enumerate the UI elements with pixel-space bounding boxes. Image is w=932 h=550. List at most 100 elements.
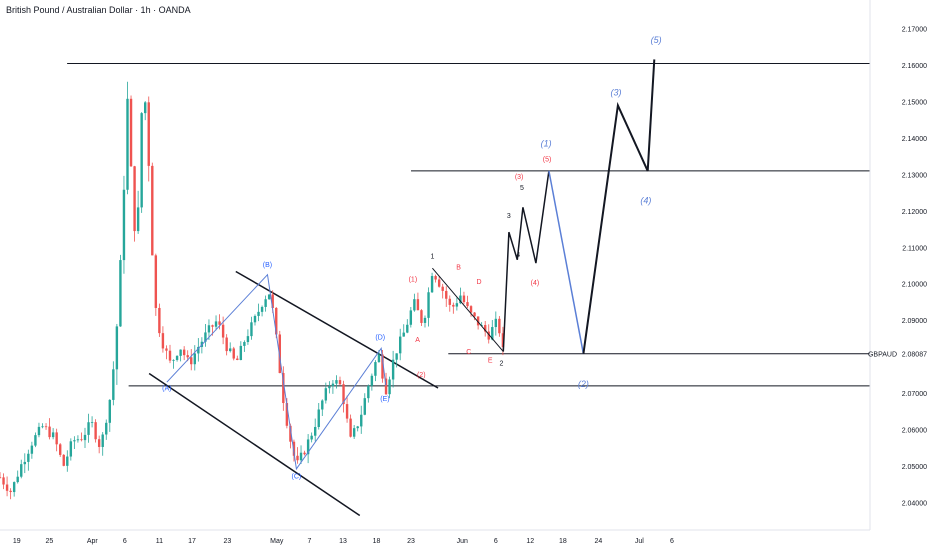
wave-label: (4): [531, 280, 540, 287]
candle-body: [296, 455, 299, 461]
candle-body: [388, 379, 391, 395]
candle-body: [94, 422, 97, 440]
candle-body: [73, 440, 76, 442]
candle-body: [83, 434, 87, 441]
candle-body: [27, 453, 30, 462]
price-tick-label: 2.09000: [902, 318, 927, 325]
candles: [0, 81, 505, 500]
time-tick-label: 23: [224, 538, 232, 545]
candle-body: [80, 439, 83, 441]
candle-body: [409, 310, 413, 325]
candle-body: [239, 345, 243, 360]
price-tick-label: 2.10000: [902, 282, 927, 289]
candle-body: [278, 334, 281, 374]
candle-body: [232, 348, 235, 359]
candle-body: [363, 398, 366, 415]
price-tick-label: 2.15000: [902, 100, 927, 107]
candle-body: [55, 432, 58, 445]
candle-body: [455, 303, 459, 307]
candle-body: [37, 426, 41, 436]
wave-label: E: [488, 358, 493, 365]
candle-body: [172, 359, 175, 361]
wave-label: (5): [543, 156, 552, 163]
wave-label: C: [466, 349, 471, 356]
candle-body: [5, 484, 9, 491]
candle-body: [23, 461, 26, 465]
candle-body: [250, 322, 253, 337]
price-tick-label: 2.05000: [902, 464, 927, 471]
candle-body: [112, 369, 115, 400]
time-tick-label: 6: [670, 538, 674, 545]
wave-label: (E): [380, 396, 389, 403]
time-tick-label: 25: [45, 538, 53, 545]
wave-label: D: [477, 279, 482, 286]
candle-body: [257, 311, 260, 316]
candle-body: [221, 324, 225, 338]
time-tick-label: 6: [123, 538, 127, 545]
candle-body: [491, 327, 494, 340]
wave-label: (4): [640, 195, 651, 205]
overlay-lines: [67, 62, 870, 517]
time-tick-label: Jun: [457, 538, 468, 545]
wave-label: 3: [507, 213, 511, 220]
price-tick-label: 2.08087: [902, 351, 927, 358]
candle-body: [483, 325, 487, 332]
candle-body: [175, 355, 179, 360]
candle-body: [34, 435, 37, 446]
time-tick-label: 12: [526, 538, 534, 545]
wave-label: 2: [499, 360, 503, 367]
time-tick-label: Apr: [87, 538, 99, 545]
candle-body: [136, 207, 140, 232]
wave-label: (D): [375, 335, 385, 342]
candle-body: [0, 477, 2, 479]
candle-body: [360, 414, 363, 427]
candle-body: [51, 432, 55, 438]
price-tick-label: 2.14000: [902, 136, 927, 143]
projection-wave-3-5-path: [582, 59, 656, 354]
candle-body: [229, 348, 232, 352]
candle-body: [186, 355, 189, 358]
time-tick-label: 18: [559, 538, 567, 545]
candle-body: [260, 306, 264, 312]
candle-body: [48, 426, 51, 438]
candle-body: [101, 434, 104, 447]
candle-body: [289, 425, 292, 442]
time-tick-label: 19: [13, 538, 21, 545]
time-tick-label: May: [270, 538, 284, 545]
candle-body: [469, 306, 473, 313]
candle-body: [399, 336, 402, 354]
candle-body: [12, 482, 16, 493]
candle-body: [144, 102, 147, 114]
time-tick-label: 18: [373, 538, 381, 545]
time-tick-label: 11: [156, 538, 163, 545]
candle-body: [445, 290, 448, 299]
candle-body: [306, 439, 310, 455]
candle-body: [193, 353, 196, 365]
time-tick-label: 7: [307, 538, 311, 545]
price-tick-label: 2.16000: [902, 63, 927, 70]
candle-body: [384, 378, 388, 395]
candle-body: [179, 349, 182, 356]
candle-body: [154, 255, 158, 308]
wave-label: (A): [162, 386, 171, 393]
wave-abcde-path: [166, 273, 387, 471]
candle-body: [140, 113, 143, 208]
candle-body: [427, 292, 430, 318]
candle-body: [487, 331, 490, 340]
candle-body: [391, 359, 395, 380]
candle-body: [338, 380, 342, 385]
price-tick-label: 2.11000: [902, 245, 927, 252]
candle-body: [416, 299, 420, 311]
candle-body: [285, 403, 289, 426]
time-tick-label: 24: [594, 538, 602, 545]
candle-body: [501, 333, 505, 348]
candle-body: [225, 337, 228, 352]
candle-body: [374, 362, 377, 376]
candle-body: [314, 426, 317, 436]
impulse-wave-3-5-path: [502, 170, 550, 352]
candle-body: [105, 422, 108, 435]
candle-body: [352, 428, 356, 437]
wave-label: (2): [417, 372, 426, 379]
candle-body: [161, 333, 165, 349]
